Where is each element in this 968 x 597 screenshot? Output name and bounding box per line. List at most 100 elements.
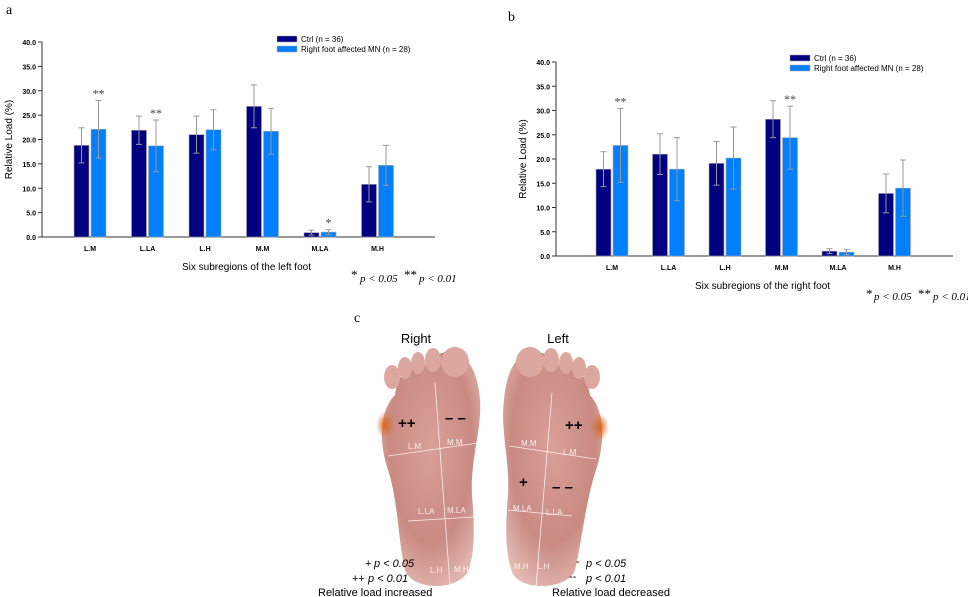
- toe: [384, 365, 400, 389]
- y-tick-label: 40.0: [536, 60, 550, 67]
- y-tick-label: 15.0: [536, 181, 550, 188]
- toe: [559, 352, 573, 374]
- legend-label: Right foot affected MN (n = 28): [814, 64, 924, 73]
- x-axis-label: Six subregions of the left foot: [182, 262, 311, 273]
- x-axis-label: Six subregions of the right foot: [695, 281, 830, 292]
- toe: [398, 357, 412, 379]
- toe: [584, 365, 600, 389]
- panel-label-c: c: [354, 311, 360, 326]
- x-tick-label: L.M: [84, 246, 96, 253]
- minus-double-text: p < 0.01: [585, 573, 626, 585]
- y-tick-label: 0.0: [26, 235, 36, 242]
- region-label: L.M: [563, 448, 577, 457]
- y-tick-label: 20.0: [536, 157, 550, 164]
- toe: [425, 348, 441, 372]
- y-tick-label: 25.0: [22, 113, 36, 120]
- y-tick-label: 25.0: [536, 133, 550, 140]
- plus-single-text: p < 0.05: [373, 558, 415, 570]
- double-star-text: p < 0.01: [418, 273, 457, 285]
- right-foot-shape: [381, 351, 481, 587]
- toe: [411, 352, 425, 374]
- mark-lm: ++: [398, 415, 416, 432]
- y-tick-label: 30.0: [536, 109, 550, 116]
- panel-label-a: a: [6, 3, 13, 18]
- y-tick-label: 10.0: [22, 186, 36, 193]
- significance-marker: *: [326, 216, 332, 230]
- y-tick-label: 35.0: [22, 64, 36, 71]
- minus-double: --: [569, 571, 577, 583]
- right-foot-image: L.M M.M L.LA M.LA L.H M.H ++ – –: [376, 347, 481, 587]
- big-toe: [441, 347, 469, 377]
- significance-legend-a: * p < 0.05 ** p < 0.01: [351, 267, 457, 285]
- region-label: M.H: [514, 562, 529, 571]
- decrease-legend: - p < 0.05 -- p < 0.01 Relative load dec…: [552, 556, 670, 597]
- legend-swatch: [276, 45, 298, 53]
- y-tick-label: 0.0: [540, 254, 550, 261]
- x-tick-label: L.M: [606, 265, 618, 272]
- y-tick-label: 35.0: [536, 84, 550, 91]
- y-axis-label: Relative Load (%): [4, 100, 15, 179]
- significance-marker: **: [93, 87, 105, 101]
- toe: [543, 348, 559, 372]
- left-foot-image: M.M L.M M.LA L.LA M.H L.H ++ + – –: [503, 347, 609, 588]
- left-foot-title: Left: [547, 331, 569, 346]
- increase-caption: Relative load increased: [318, 587, 432, 597]
- plus-double-text: p < 0.01: [367, 573, 408, 585]
- mark-mla: +: [519, 474, 528, 491]
- plus-single: +: [365, 558, 371, 570]
- region-label: L.H: [430, 566, 443, 575]
- double-star-text: p < 0.01: [932, 291, 968, 303]
- single-star: *: [866, 286, 873, 301]
- region-label: M.LA: [513, 504, 532, 513]
- double-star: **: [404, 267, 417, 282]
- region-label: M.LA: [447, 506, 466, 515]
- x-tick-label: M.H: [371, 246, 384, 253]
- legend-label: Ctrl (n = 36): [814, 54, 857, 63]
- x-tick-label: M.M: [256, 246, 270, 253]
- region-label: L.M: [408, 442, 422, 451]
- bar: [765, 118, 781, 257]
- legend-swatch: [789, 64, 811, 72]
- toe: [572, 357, 586, 379]
- y-axis-label: Relative Load (%): [518, 119, 529, 198]
- y-tick-label: 5.0: [26, 211, 36, 218]
- single-star-text: p < 0.05: [359, 273, 398, 285]
- legend-label: Right foot affected MN (n = 28): [301, 45, 411, 54]
- x-tick-label: M.M: [775, 265, 789, 272]
- significance-legend-b: * p < 0.05 ** p < 0.01: [866, 286, 968, 303]
- y-tick-label: 15.0: [22, 162, 36, 169]
- significance-marker: **: [615, 95, 627, 109]
- mark-lla: – –: [552, 479, 573, 496]
- region-label: M.M: [521, 439, 537, 448]
- y-tick-label: 10.0: [536, 206, 550, 213]
- region-label: L.H: [537, 562, 550, 571]
- minus-single-text: p < 0.05: [585, 558, 627, 570]
- y-tick-label: 5.0: [540, 230, 550, 237]
- decrease-caption: Relative load decreased: [552, 587, 670, 597]
- significance-marker: **: [784, 92, 796, 106]
- plus-double: ++: [352, 573, 365, 585]
- single-star: *: [351, 267, 358, 282]
- legend-swatch: [276, 35, 298, 43]
- left-foot-shape: [503, 351, 603, 587]
- legend-label: Ctrl (n = 36): [301, 35, 344, 44]
- chart-right-foot: 0.0 5.0 10.0 15.0 20.0 25.0 30.0 35.0 40.0 Relati…: [518, 54, 953, 292]
- mark-lm: ++: [565, 417, 583, 434]
- region-label: L.LA: [418, 507, 435, 516]
- panel-label-b: b: [508, 10, 515, 25]
- feet-panel: Right Left L.M M.M L.LA M.LA L.H M.H: [318, 331, 670, 597]
- single-star-text: p < 0.05: [873, 291, 912, 303]
- significance-marker: **: [150, 106, 162, 120]
- region-label: L.LA: [546, 508, 563, 517]
- big-toe: [516, 347, 544, 377]
- region-label: M.H: [454, 565, 469, 574]
- legend-swatch: [789, 54, 811, 62]
- increase-legend: + p < 0.05 ++ p < 0.01 Relative load inc…: [318, 558, 432, 597]
- y-tick-label: 20.0: [22, 138, 36, 145]
- double-star: **: [918, 286, 931, 301]
- x-tick-label: L.LA: [661, 265, 677, 272]
- y-tick-label: 30.0: [22, 89, 36, 96]
- x-tick-label: M.LA: [829, 265, 846, 272]
- callus-spot: [376, 411, 394, 439]
